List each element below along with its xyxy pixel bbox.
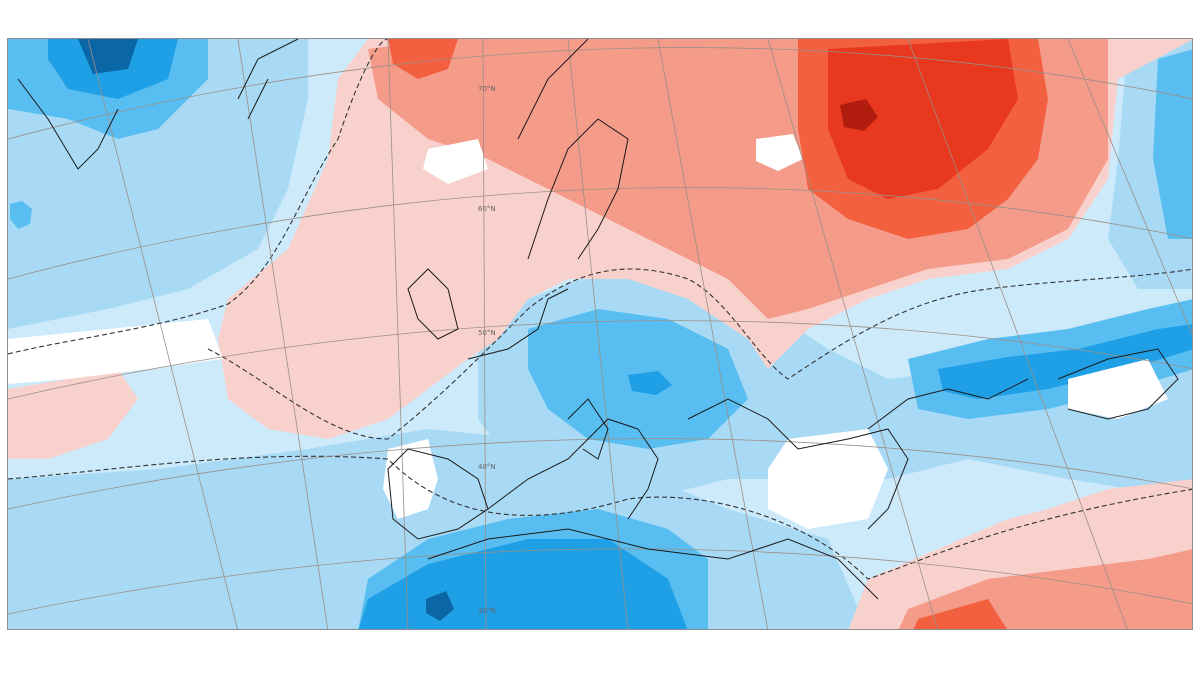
lat-label-70n: 70°N — [478, 85, 496, 93]
neutral-anatolia — [768, 429, 888, 529]
zero-contour-central — [207, 268, 1192, 440]
neutral-scandinavia — [423, 139, 488, 184]
warm-spot-volga — [840, 99, 878, 131]
lat-label-60n: 60°N — [478, 205, 496, 213]
warm-zone-north-cap — [388, 39, 458, 79]
anomaly-map-canvas: 70°N 60°N 50°N 40°N 30°N — [8, 39, 1192, 629]
cold-spot-pannonia — [628, 371, 672, 395]
lat-label-30n: 30°N — [478, 607, 496, 615]
lat-label-50n: 50°N — [478, 329, 496, 337]
cold-spot-morocco — [426, 591, 454, 621]
cold-spot-atlantic — [10, 201, 32, 229]
cold-zone-greenland-core — [78, 39, 138, 74]
warm-spot-arabia — [913, 599, 1007, 629]
neutral-barents — [756, 134, 803, 171]
coastlines — [17, 39, 1179, 600]
warm-zone-east-asia — [1048, 479, 1192, 549]
lat-label-40n: 40°N — [478, 463, 496, 471]
cold-zone-asia-deep — [938, 324, 1192, 399]
neutral-atlantic-band — [8, 319, 223, 384]
warm-zone-russia-core — [828, 39, 1018, 199]
neutral-asia — [1068, 359, 1168, 419]
anomaly-map: 70°N 60°N 50°N 40°N 30°N — [7, 38, 1193, 630]
graticule — [8, 39, 1192, 629]
